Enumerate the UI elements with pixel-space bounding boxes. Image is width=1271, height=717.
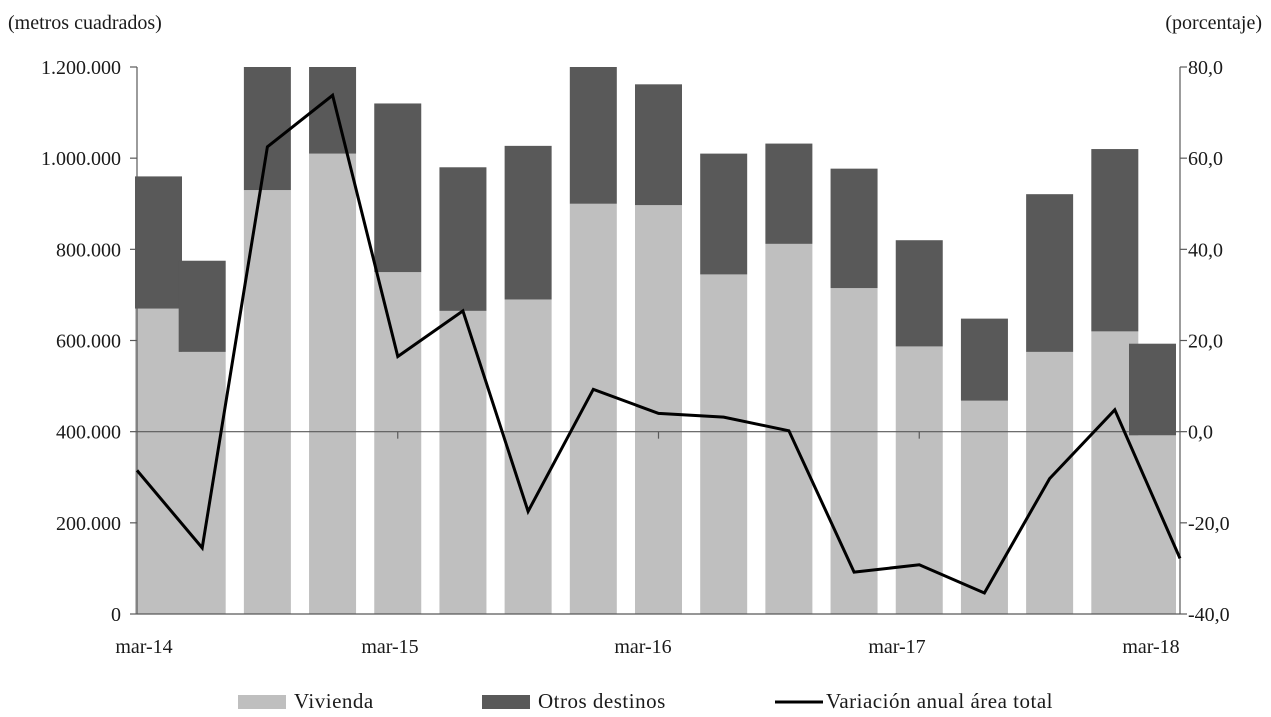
- bar-otros-destinos-sep-16: [765, 143, 813, 244]
- bar-vivienda-sep-15: [504, 299, 552, 614]
- bar-vivienda-jun-15: [439, 310, 487, 614]
- y-left-tick-label: 1.000.000: [41, 148, 121, 170]
- axes-layer: [130, 66, 1187, 615]
- x-tick-label: mar-17: [868, 636, 925, 658]
- y-right-tick-label: 0,0: [1188, 422, 1213, 444]
- bar-vivienda-mar-17: [895, 346, 943, 614]
- line-layer: [135, 92, 1182, 595]
- y-right-tick-label: 60,0: [1188, 148, 1223, 170]
- bar-vivienda-mar-14: [135, 308, 182, 614]
- bar-otros-destinos-jun-17: [960, 318, 1008, 401]
- bar-otros-destinos-dic-15: [569, 67, 617, 204]
- bar-vivienda-dic-16: [830, 288, 878, 614]
- bar-vivienda-sep-14: [243, 190, 291, 614]
- bar-otros-destinos-jun-14: [178, 260, 226, 352]
- x-tick-label: mar-16: [614, 636, 671, 658]
- legend-label-otros-destinos: Otros destinos: [538, 689, 666, 713]
- bar-vivienda-mar-16: [635, 205, 682, 614]
- bar-otros-destinos-mar-14: [135, 176, 182, 309]
- y-right-tick-label: -40,0: [1188, 604, 1230, 626]
- bar-otros-destinos-mar-15: [374, 103, 422, 273]
- bar-otros-destinos-jun-16: [700, 153, 748, 275]
- bar-vivienda-mar-18: [1129, 435, 1176, 614]
- bar-otros-destinos-mar-16: [635, 84, 682, 206]
- y-right-tick-label: 80,0: [1188, 57, 1223, 79]
- y-left-tick-label: 0: [111, 604, 121, 626]
- y-right-unit-label: (porcentaje): [1165, 12, 1262, 34]
- legend: Vivienda Otros destinos Variación anual ár…: [238, 689, 1053, 713]
- legend-swatch-otros-destinos: [482, 695, 530, 709]
- legend-label-vivienda: Vivienda: [294, 689, 374, 713]
- bar-vivienda-jun-16: [700, 274, 748, 614]
- bar-vivienda-dic-14: [309, 153, 357, 614]
- bar-vivienda-mar-15: [374, 272, 422, 614]
- y-left-tick-label: 600.000: [56, 331, 121, 353]
- y-right-tick-label: 40,0: [1188, 239, 1223, 261]
- bar-vivienda-sep-16: [765, 243, 813, 614]
- x-tick-label: mar-14: [115, 636, 172, 658]
- bar-otros-destinos-sep-15: [504, 145, 552, 300]
- bar-vivienda-jun-17: [960, 400, 1008, 614]
- x-tick-label: mar-15: [361, 636, 418, 658]
- bar-vivienda-jun-14: [178, 351, 226, 614]
- y-right-tick-label: -20,0: [1188, 513, 1230, 535]
- bar-otros-destinos-dic-17: [1091, 149, 1139, 332]
- bar-otros-destinos-mar-18: [1129, 343, 1176, 436]
- y-left-unit-label: (metros cuadrados): [8, 12, 162, 34]
- y-left-tick-label: 800.000: [56, 239, 121, 261]
- legend-swatch-vivienda: [238, 695, 286, 709]
- bars-layer: [135, 67, 1176, 614]
- bar-otros-destinos-sep-14: [243, 67, 291, 191]
- y-left-tick-label: 1.200.000: [41, 57, 121, 79]
- bar-otros-destinos-jun-15: [439, 167, 487, 311]
- y-left-tick-label: 400.000: [56, 422, 121, 444]
- legend-label-variacion: Variación anual área total: [826, 689, 1053, 713]
- bar-vivienda-sep-17: [1026, 351, 1074, 614]
- bar-otros-destinos-dic-14: [309, 67, 357, 154]
- labels-layer: 0 200.000 400.000 600.000 800.000 1.000.000 1.…: [8, 12, 1262, 658]
- y-left-tick-label: 200.000: [56, 513, 121, 535]
- bar-otros-destinos-dic-16: [830, 168, 878, 289]
- y-right-tick-label: 20,0: [1188, 331, 1223, 353]
- bar-otros-destinos-mar-17: [895, 240, 943, 347]
- bar-vivienda-dic-15: [569, 203, 617, 614]
- x-tick-label: mar-18: [1122, 636, 1179, 658]
- bar-otros-destinos-sep-17: [1026, 194, 1074, 352]
